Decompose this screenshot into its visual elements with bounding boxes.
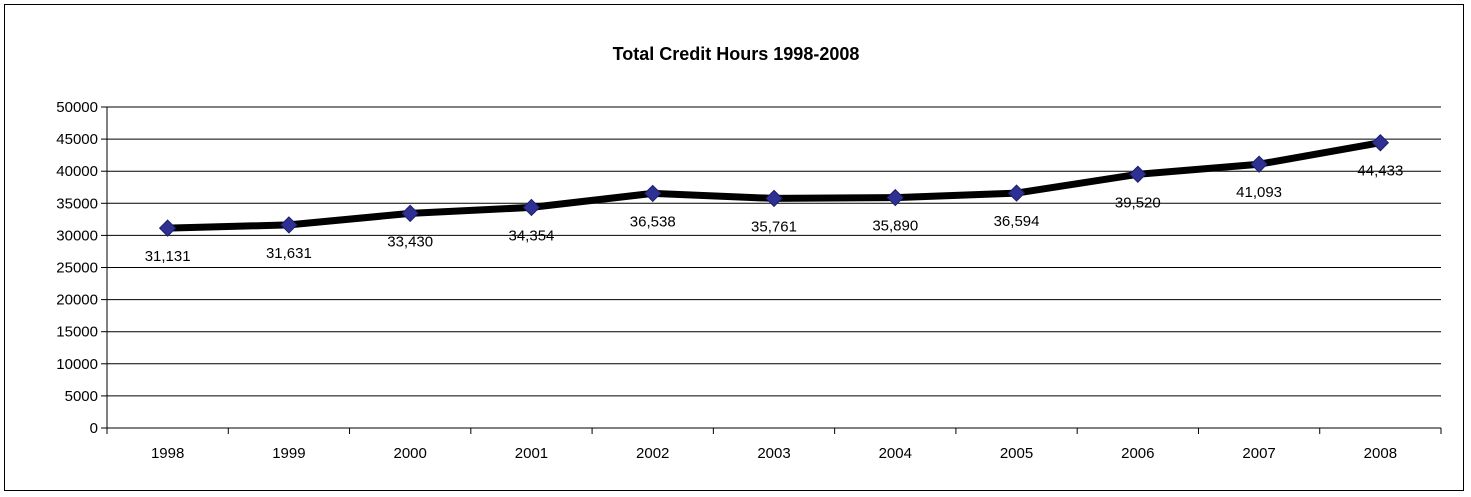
data-label: 31,631 bbox=[266, 245, 312, 262]
data-point-marker bbox=[280, 216, 298, 234]
data-label: 34,354 bbox=[509, 227, 555, 244]
data-point-marker bbox=[1371, 134, 1390, 152]
data-point-marker bbox=[1250, 155, 1268, 173]
data-label: 35,890 bbox=[872, 218, 918, 235]
data-point-marker bbox=[765, 189, 783, 208]
x-tick-label: 2003 bbox=[757, 445, 790, 462]
y-tick-label: 10000 bbox=[56, 356, 98, 373]
x-tick-label: 2000 bbox=[393, 445, 426, 462]
data-label-layer: 31,131 31,631 33,430 34,354 36,538 35,761 35,8… bbox=[145, 163, 1404, 265]
x-tick-label: 2008 bbox=[1364, 445, 1397, 462]
data-point-marker bbox=[522, 198, 541, 217]
y-axis-tick-labels: 0 5000 10000 15000 20000 25000 30000 35000 40000… bbox=[56, 99, 98, 437]
data-label: 41,093 bbox=[1236, 184, 1282, 201]
x-tick-label: 1998 bbox=[151, 445, 184, 462]
y-tick-label: 50000 bbox=[56, 99, 98, 116]
data-point-marker bbox=[1007, 184, 1026, 202]
data-label: 31,131 bbox=[145, 248, 191, 265]
chart-area: Total Credit Hours 1998-2008 0 5000 10000 1… bbox=[4, 4, 1464, 491]
series-line bbox=[164, 139, 1384, 232]
data-label: 36,594 bbox=[994, 213, 1040, 230]
data-label: 39,520 bbox=[1115, 194, 1161, 211]
data-point-marker bbox=[1129, 165, 1147, 183]
data-label: 35,761 bbox=[751, 218, 797, 235]
data-point-marker bbox=[644, 184, 662, 203]
y-tick-label: 35000 bbox=[56, 195, 98, 212]
x-tick-label: 2005 bbox=[1000, 445, 1033, 462]
x-tick-label: 2004 bbox=[879, 445, 912, 462]
x-tick-label: 2002 bbox=[636, 445, 669, 462]
x-tick-label: 1999 bbox=[272, 445, 305, 462]
x-tick-label: 2001 bbox=[515, 445, 548, 462]
line-chart: Total Credit Hours 1998-2008 0 5000 10000 1… bbox=[56, 44, 1442, 462]
y-tick-label: 25000 bbox=[56, 260, 98, 277]
x-tick-label: 2007 bbox=[1242, 445, 1275, 462]
gridlines bbox=[107, 106, 1441, 397]
y-tick-label: 40000 bbox=[56, 163, 98, 180]
y-tick-label: 45000 bbox=[56, 131, 98, 148]
x-axis-tick-labels: 1998 1999 2000 2001 2002 2003 2004 2005 2006 2007… bbox=[151, 445, 1397, 462]
data-point-marker bbox=[886, 188, 904, 207]
data-point-marker bbox=[158, 219, 177, 237]
axes bbox=[101, 106, 1442, 434]
data-label: 33,430 bbox=[387, 233, 433, 250]
data-point-marker bbox=[401, 204, 419, 223]
y-tick-label: 15000 bbox=[56, 324, 98, 341]
y-tick-label: 5000 bbox=[65, 388, 98, 405]
series-line-layer bbox=[164, 139, 1384, 232]
data-label: 36,538 bbox=[630, 213, 676, 230]
data-label: 44,433 bbox=[1357, 163, 1403, 180]
y-tick-label: 20000 bbox=[56, 292, 98, 309]
data-marker-layer bbox=[158, 134, 1390, 237]
chart-title: Total Credit Hours 1998-2008 bbox=[613, 44, 860, 64]
x-tick-label: 2006 bbox=[1121, 445, 1154, 462]
y-tick-label: 0 bbox=[90, 420, 98, 437]
y-tick-label: 30000 bbox=[56, 227, 98, 244]
